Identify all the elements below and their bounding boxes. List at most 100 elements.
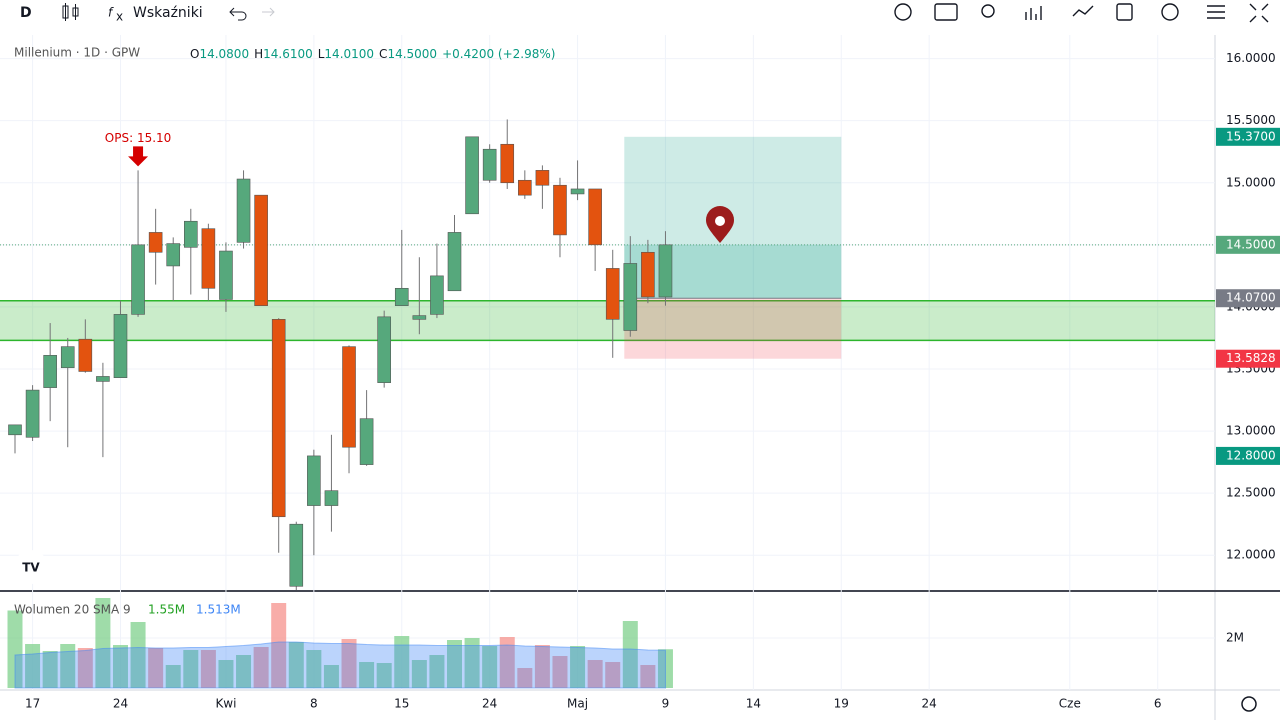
volume-bar [218,660,234,688]
volume-bar [552,656,568,688]
legend-key: H [254,47,263,61]
sma-value: 1.513M [196,603,241,617]
axis-settings[interactable] [1241,696,1257,712]
volume-bar [148,648,164,688]
legend-change: +0.4200 (+2.98%) [442,47,555,61]
x-tick-label: 9 [662,697,670,711]
volume-bar [411,660,427,688]
volume-bar [236,655,252,688]
legend-value: 14.5000 [387,47,437,61]
price-label-bg [1216,235,1280,254]
x-tick-label: 15 [394,697,409,711]
candle-type-icon[interactable] [62,3,79,21]
alarm-icon[interactable] [1161,3,1179,21]
x-tick-label: 24 [922,697,937,711]
candle-body [518,179,532,196]
volume-bar [130,622,146,688]
alert-icon[interactable] [1072,5,1094,17]
compare-icon[interactable] [1025,6,1042,20]
price-label: 14.5000 [1226,237,1276,251]
x-tick-label: 17 [25,697,40,711]
volume-bar [517,668,533,688]
candle-body [43,355,57,388]
x-tick-label: 14 [746,697,761,711]
volume-bar [42,651,58,688]
settings-icon[interactable] [894,3,912,21]
open-profit-area [624,244,842,299]
interval-button[interactable]: D [20,5,32,21]
save-icon[interactable] [1116,3,1133,21]
fullscreen-icon[interactable] [1249,3,1269,23]
volume-pane [7,598,673,689]
candle-body [289,523,304,587]
candle-body [184,220,198,248]
legend-value: 14.0800 [199,47,249,61]
price-label: 13.5828 [1226,351,1276,365]
stop-area [624,298,842,359]
volume-bar [7,610,23,688]
volume-bar [447,640,462,688]
candle-body [148,232,163,253]
volume-bar [288,642,304,688]
y-tick-label: 13.0000 [1226,424,1276,438]
volume-bar [341,639,357,688]
volume-bar [534,645,550,688]
candle-body [324,490,339,506]
legend-value: 14.6100 [263,47,313,61]
legend-value: 14.0100 [324,47,374,61]
legend-key: L [318,47,325,61]
redo[interactable] [262,7,275,17]
volume-bar [622,621,638,688]
price-label-bg [1216,289,1280,308]
volume-bar [25,644,41,688]
candle-body [553,184,567,236]
candle-body [25,389,40,438]
volume-bar [271,603,287,688]
ohlc-legend: O14.0800 H14.6100 L14.0100 C14.5000 +0.4200 … [190,47,555,61]
candle-body [641,251,655,298]
volume-bar [376,663,392,688]
y-tick-label: 12.0000 [1226,548,1276,562]
volume-bar [323,665,339,688]
price-pane: OPS: 15.10 [0,119,1215,590]
volume-bar [587,660,603,688]
price-label: 15.3700 [1226,129,1276,143]
x-tick-label: Kwi [215,697,236,711]
location-marker-dot [715,216,725,226]
candle-body [377,316,391,383]
volume-bar [499,637,515,688]
price-label-bg [1216,349,1280,368]
y-tick-label: 12.5000 [1226,486,1276,500]
volume-value: 1.55M [148,603,185,617]
volume-bar [482,646,498,688]
candle-body [60,346,75,369]
x-tick-label: 19 [834,697,849,711]
fx-icon[interactable]: f [108,6,114,20]
candle-body [113,314,128,378]
undo[interactable] [229,7,247,21]
search-icon[interactable] [981,4,995,18]
indicators-button[interactable]: Wskaźniki [133,5,203,21]
tv-logo: TV [14,550,48,584]
volume-tick-label: 2M [1226,631,1244,645]
chart-title: Millenium · 1D · GPW [14,46,140,60]
price-label: 12.8000 [1226,448,1276,462]
fx-icon-x[interactable]: x [116,10,123,24]
volume-bar [60,644,76,688]
volume-bar [112,645,128,688]
volume-bar [570,646,586,688]
y-tick-label: 15.5000 [1226,113,1276,127]
candle-body [658,244,673,298]
volume-bar [165,665,181,688]
candle-body [236,178,251,243]
candle-body [570,188,585,195]
settings-sliders-icon[interactable] [1207,5,1225,19]
volume-bar [77,648,93,688]
volume-bar [253,647,269,688]
candle-body [412,315,427,320]
snapshot-icon[interactable] [934,3,958,21]
candle-body [307,455,321,506]
sma-area [14,641,666,689]
